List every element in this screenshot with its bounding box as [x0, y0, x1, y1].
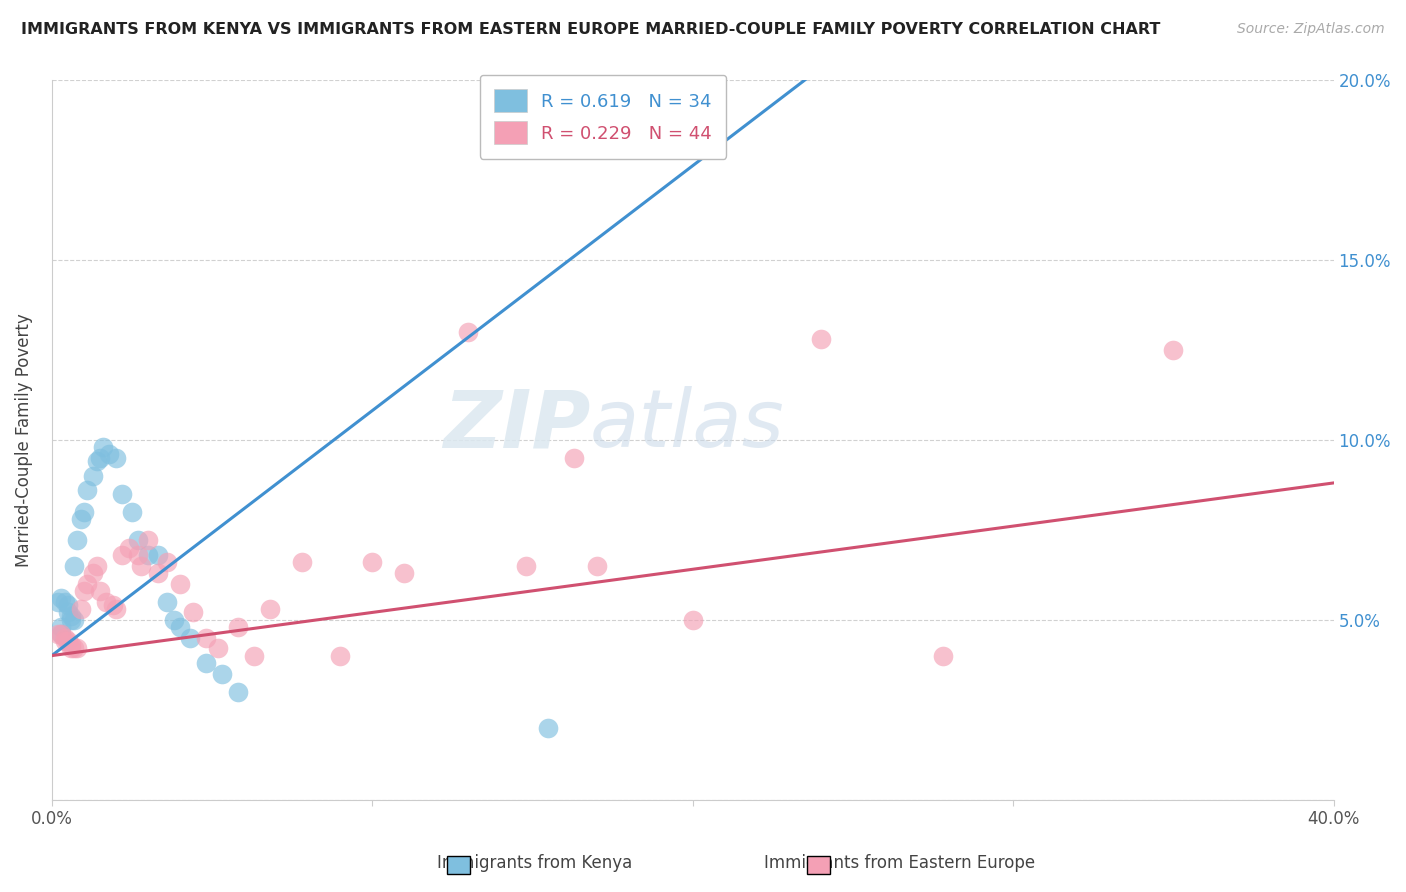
- Text: Source: ZipAtlas.com: Source: ZipAtlas.com: [1237, 22, 1385, 37]
- Point: [127, 533, 149, 548]
- Point: [226, 620, 249, 634]
- Point: [59, 638, 82, 652]
- Point: [56, 599, 79, 613]
- Point: [69, 602, 91, 616]
- Point: [562, 450, 585, 465]
- Point: [98, 447, 121, 461]
- Point: [169, 620, 191, 634]
- Point: [56, 634, 79, 648]
- Point: [46, 594, 69, 608]
- Point: [53, 594, 76, 608]
- Text: ZIP: ZIP: [443, 386, 591, 465]
- Legend: R = 0.619   N = 34, R = 0.229   N = 44: R = 0.619 N = 34, R = 0.229 N = 44: [479, 75, 727, 159]
- Point: [59, 613, 82, 627]
- Point: [146, 566, 169, 580]
- Point: [682, 613, 704, 627]
- Point: [211, 666, 233, 681]
- Point: [86, 558, 108, 573]
- Point: [121, 505, 143, 519]
- Point: [207, 641, 229, 656]
- Point: [181, 606, 204, 620]
- Point: [111, 486, 134, 500]
- Point: [169, 576, 191, 591]
- Point: [226, 684, 249, 698]
- Point: [104, 450, 127, 465]
- Text: Immigrants from Kenya: Immigrants from Kenya: [437, 855, 631, 872]
- Point: [89, 583, 111, 598]
- Point: [156, 594, 179, 608]
- Point: [194, 631, 217, 645]
- Point: [59, 609, 82, 624]
- Point: [291, 555, 314, 569]
- Point: [537, 721, 560, 735]
- Point: [118, 541, 141, 555]
- Point: [127, 548, 149, 562]
- Point: [259, 602, 281, 616]
- Point: [46, 627, 69, 641]
- Point: [89, 450, 111, 465]
- Point: [136, 533, 159, 548]
- Point: [810, 332, 832, 346]
- Point: [76, 483, 98, 497]
- Point: [179, 631, 201, 645]
- Point: [51, 627, 73, 641]
- Point: [82, 468, 104, 483]
- Point: [69, 512, 91, 526]
- Text: IMMIGRANTS FROM KENYA VS IMMIGRANTS FROM EASTERN EUROPE MARRIED-COUPLE FAMILY PO: IMMIGRANTS FROM KENYA VS IMMIGRANTS FROM…: [21, 22, 1160, 37]
- Point: [361, 555, 384, 569]
- Point: [91, 440, 114, 454]
- Point: [51, 620, 73, 634]
- Point: [136, 548, 159, 562]
- Point: [76, 576, 98, 591]
- Point: [585, 558, 607, 573]
- Point: [194, 656, 217, 670]
- Point: [457, 325, 479, 339]
- Point: [53, 634, 76, 648]
- Point: [329, 648, 352, 663]
- Point: [162, 613, 184, 627]
- Point: [59, 641, 82, 656]
- Point: [394, 566, 416, 580]
- Point: [66, 533, 89, 548]
- Point: [101, 599, 124, 613]
- Point: [63, 613, 86, 627]
- Point: [51, 591, 73, 605]
- Point: [86, 454, 108, 468]
- Text: atlas: atlas: [591, 386, 785, 465]
- Point: [1163, 343, 1185, 357]
- Point: [131, 558, 153, 573]
- Point: [73, 505, 96, 519]
- Y-axis label: Married-Couple Family Poverty: Married-Couple Family Poverty: [15, 313, 32, 566]
- Point: [146, 548, 169, 562]
- Point: [66, 641, 89, 656]
- Point: [51, 627, 73, 641]
- Point: [931, 648, 953, 663]
- Point: [104, 602, 127, 616]
- Point: [96, 594, 118, 608]
- Point: [82, 566, 104, 580]
- Point: [111, 548, 134, 562]
- Point: [73, 583, 96, 598]
- Point: [56, 606, 79, 620]
- Point: [242, 648, 264, 663]
- Point: [53, 631, 76, 645]
- Point: [515, 558, 537, 573]
- Point: [63, 558, 86, 573]
- Point: [63, 641, 86, 656]
- Text: Immigrants from Eastern Europe: Immigrants from Eastern Europe: [765, 855, 1035, 872]
- Point: [156, 555, 179, 569]
